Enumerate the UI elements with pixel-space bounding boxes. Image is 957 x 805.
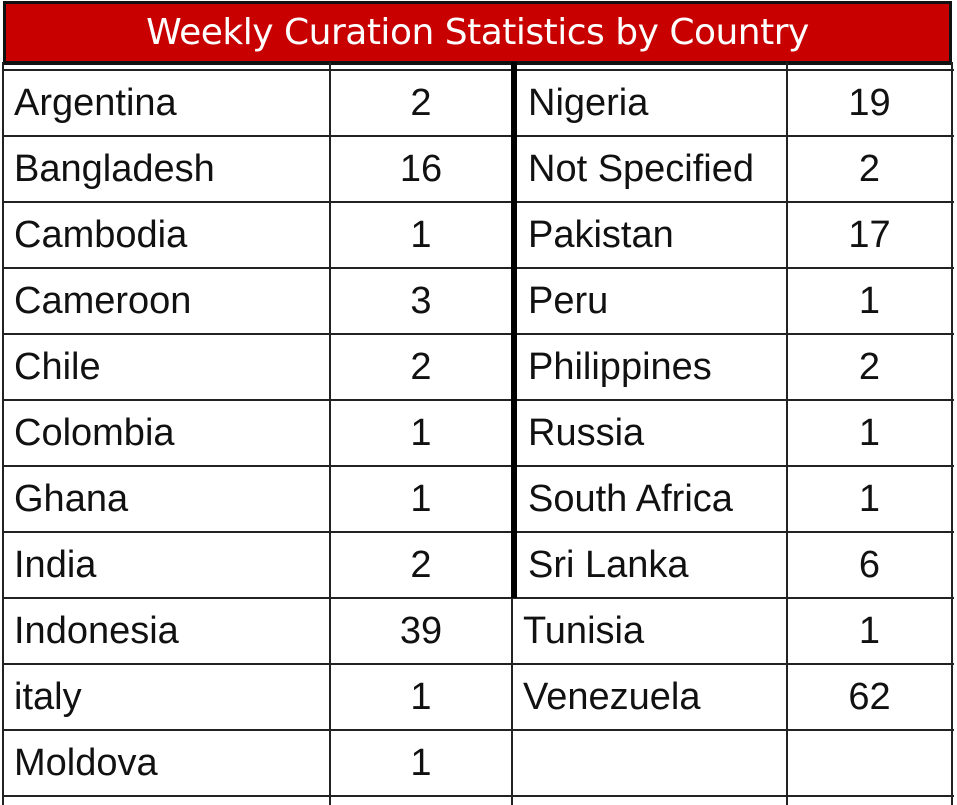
column-divider — [511, 62, 517, 598]
country-cell[interactable]: Sri Lanka — [528, 543, 689, 586]
row-gridline — [3, 267, 954, 269]
count-cell[interactable]: 1 — [410, 213, 432, 256]
row-gridline — [3, 531, 954, 533]
country-cell[interactable]: Nigeria — [528, 81, 649, 124]
count-cell[interactable]: 39 — [399, 609, 443, 652]
country-cell[interactable] — [513, 731, 786, 795]
row-gridline — [3, 663, 954, 665]
country-cell[interactable]: Philippines — [528, 345, 712, 388]
row-gridline — [3, 597, 954, 599]
table-title: Weekly Curation Statistics by Country — [146, 12, 809, 53]
count-cell[interactable]: 1 — [858, 477, 881, 520]
count-cell[interactable]: 1 — [858, 411, 881, 454]
country-cell[interactable]: Bangladesh — [14, 147, 215, 190]
country-cell[interactable]: Colombia — [14, 411, 175, 454]
count-cell[interactable]: 1 — [410, 411, 432, 454]
count-cell[interactable]: 2 — [410, 345, 432, 388]
country-cell[interactable]: Not Specified — [528, 147, 755, 190]
column-gridline — [329, 62, 331, 805]
count-cell[interactable]: 1 — [858, 609, 881, 652]
country-cell[interactable]: Tunisia — [523, 609, 645, 652]
count-cell[interactable]: 62 — [848, 675, 891, 718]
country-cell[interactable]: Argentina — [14, 81, 177, 124]
count-cell[interactable]: 3 — [410, 279, 432, 322]
row-gridline — [3, 399, 954, 401]
column-gridline — [2, 62, 4, 805]
row-gridline — [3, 135, 954, 137]
country-cell[interactable]: Venezuela — [523, 675, 701, 718]
count-cell[interactable]: 1 — [410, 477, 432, 520]
country-cell[interactable]: Pakistan — [528, 213, 674, 256]
count-cell[interactable]: 1 — [858, 279, 881, 322]
column-gridline — [951, 62, 953, 805]
count-cell[interactable]: 19 — [848, 81, 891, 124]
count-cell[interactable]: 2 — [410, 81, 432, 124]
country-cell[interactable]: Ghana — [14, 477, 129, 520]
country-cell[interactable]: South Africa — [528, 477, 733, 520]
country-cell[interactable]: Indonesia — [14, 609, 179, 652]
country-cell[interactable]: Cambodia — [14, 213, 188, 256]
count-cell[interactable]: 17 — [848, 213, 891, 256]
row-gridline — [3, 333, 954, 335]
country-cell[interactable]: Russia — [528, 411, 645, 454]
title-bar: Weekly Curation Statistics by Country — [3, 1, 952, 65]
count-cell[interactable]: 1 — [410, 741, 432, 784]
row-gridline — [3, 201, 954, 203]
count-cell[interactable]: 2 — [410, 543, 432, 586]
row-gridline — [3, 69, 954, 71]
country-cell[interactable]: Cameroon — [14, 279, 192, 322]
count-cell[interactable]: 2 — [858, 345, 881, 388]
count-cell[interactable]: 2 — [858, 147, 881, 190]
column-gridline — [786, 62, 788, 805]
count-cell[interactable]: 6 — [858, 543, 881, 586]
count-cell[interactable] — [788, 731, 951, 795]
row-gridline — [3, 729, 954, 731]
row-gridline — [3, 465, 954, 467]
country-cell[interactable]: italy — [14, 675, 82, 718]
country-cell[interactable]: Chile — [14, 345, 101, 388]
country-cell[interactable]: India — [14, 543, 97, 586]
country-cell[interactable]: Peru — [528, 279, 609, 322]
count-cell[interactable]: 1 — [410, 675, 432, 718]
row-gridline — [3, 795, 954, 797]
country-cell[interactable]: Moldova — [14, 741, 158, 784]
count-cell[interactable]: 16 — [399, 147, 443, 190]
